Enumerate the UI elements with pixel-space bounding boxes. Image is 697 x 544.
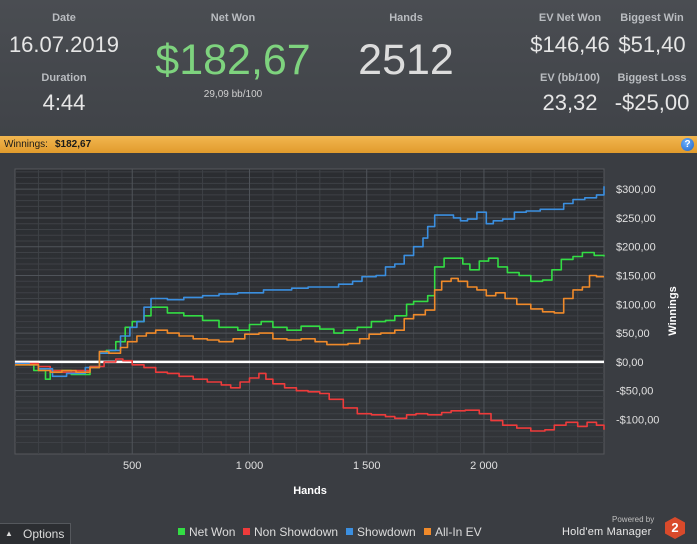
winnings-label: Winnings: (4, 139, 48, 150)
y-tick-label: $300,00 (616, 184, 656, 196)
x-tick-label: 1 000 (236, 460, 264, 472)
legend-swatch-non-showdown (243, 528, 250, 535)
winnings-bar: Winnings: $182,67 ? (0, 136, 697, 153)
ev-bb100-value: 23,32 (542, 90, 598, 115)
series-line-non-showdown (15, 358, 605, 432)
minor-gridlines (15, 169, 604, 454)
legend-showdown[interactable]: Showdown (346, 525, 416, 539)
date-label: Date (52, 12, 76, 24)
ev-net-won-value: $146,46 (530, 32, 610, 57)
legend-label: Non Showdown (254, 525, 339, 539)
y-tick-label: $50,00 (616, 328, 650, 340)
bb-per-100-value: 29,09 bb/100 (203, 89, 263, 100)
legend-swatch-net-won (178, 528, 185, 535)
plot-area (14, 168, 605, 455)
date-value: 16.07.2019 (8, 32, 120, 57)
biggest-win-value: $51,40 (618, 32, 686, 57)
legend-all-in-ev[interactable]: All-In EV (424, 525, 482, 539)
brand-logo: 2 (665, 517, 685, 539)
hands-label: Hands (389, 12, 423, 24)
options-button[interactable]: ▲ Options (0, 523, 71, 544)
legend-label: All-In EV (435, 525, 482, 539)
footer: ▲ Options Net Won Non Showdown Showdown … (0, 515, 697, 544)
net-won-label: Net Won (210, 12, 256, 24)
y-tick-label: -$50,00 (616, 386, 653, 398)
biggest-loss-label: Biggest Loss (617, 72, 687, 84)
caret-up-icon: ▲ (5, 529, 13, 538)
y-tick-label: $200,00 (616, 242, 656, 254)
options-label: Options (23, 527, 65, 541)
net-won-value: $182,67 (155, 36, 311, 84)
legend-swatch-all-in-ev (424, 528, 431, 535)
ev-net-won-label: EV Net Won (538, 12, 602, 24)
series-line-showdown (15, 186, 605, 378)
biggest-loss-value: -$25,00 (614, 90, 690, 115)
powered-by-text: Powered by (612, 515, 655, 524)
y-tick-label: $0,00 (616, 357, 644, 369)
y-tick-label: -$100,00 (616, 414, 659, 426)
x-axis-ticks: 500 1 000 1 500 2 000 (123, 460, 498, 472)
ev-bb100-label: EV (bb/100) (540, 72, 600, 84)
x-axis-label: Hands (293, 485, 327, 497)
biggest-win-label: Biggest Win (620, 12, 684, 24)
y-axis-ticks: $300,00 $250,00 $200,00 $150,00 $100,00 $50,0… (616, 184, 659, 426)
major-gridlines (15, 169, 604, 454)
legend-label: Net Won (189, 525, 236, 539)
hands-value: 2512 (358, 36, 454, 84)
x-tick-label: 1 500 (353, 460, 381, 472)
legend-label: Showdown (357, 525, 416, 539)
help-icon[interactable]: ? (681, 138, 694, 151)
legend-net-won[interactable]: Net Won (178, 525, 235, 539)
brand-name: Hold'em Manager (562, 526, 652, 538)
y-tick-label: $100,00 (616, 299, 656, 311)
series-line-net-won (15, 251, 605, 380)
y-tick-label: $150,00 (616, 271, 656, 283)
winnings-chart: 500 1 000 1 500 2 000 $300,00 $250,00 $200,00… (14, 168, 679, 497)
session-summary: Date 16.07.2019 Duration 4:44 Net Won $1… (0, 0, 697, 136)
y-axis-label: Winnings (667, 286, 679, 335)
legend-swatch-showdown (346, 528, 353, 535)
duration-label: Duration (41, 72, 87, 84)
series-lines (15, 186, 605, 432)
series-line-all-in-ev (15, 274, 604, 373)
x-tick-label: 2 000 (470, 460, 498, 472)
x-tick-label: 500 (123, 460, 141, 472)
winnings-graph: 500 1 000 1 500 2 000 $300,00 $250,00 $200,00… (0, 153, 697, 523)
legend-non-showdown[interactable]: Non Showdown (243, 525, 338, 539)
y-tick-label: $250,00 (616, 213, 656, 225)
winnings-value: $182,67 (55, 139, 92, 150)
duration-value: 4:44 (42, 90, 86, 115)
